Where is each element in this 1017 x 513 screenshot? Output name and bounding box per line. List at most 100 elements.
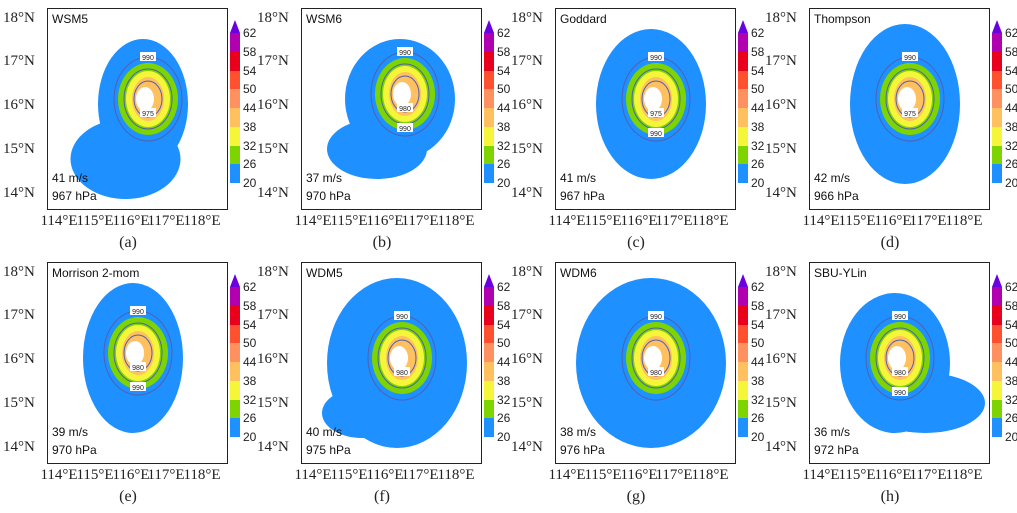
contour-label: 980 <box>132 365 144 372</box>
eye <box>390 346 408 370</box>
lon-tick-label: 115°E <box>330 467 368 483</box>
colorbar-segment <box>484 33 494 52</box>
panel-caption: (f) <box>374 488 390 505</box>
colorbar-segment <box>484 362 494 381</box>
contour-label-box <box>648 52 664 61</box>
max-wind-label: 42 m/s <box>814 171 851 185</box>
contour-label: 980 <box>399 106 411 113</box>
colorbar-segment <box>992 33 1002 52</box>
colorbar-label: 38 <box>751 119 765 134</box>
colorbar-segment <box>992 287 1002 306</box>
colorbar-segment <box>992 380 1002 400</box>
colorbar-extend-arrow <box>738 274 748 287</box>
colorbar-label: 38 <box>497 373 511 388</box>
lon-tick-label: 115°E <box>330 213 368 229</box>
scheme-label: WSM6 <box>306 12 342 26</box>
contour-label-box <box>130 382 146 391</box>
colorbar-label: 58 <box>1005 44 1017 59</box>
colorbar-segment <box>738 287 748 306</box>
map-frame: 990 980 990 WSM6 37 m/s 970 hPa <box>301 8 482 210</box>
contour-label: 975 <box>142 111 154 118</box>
colorbar-extend-arrow <box>738 20 748 33</box>
lon-tick-label: 114°E <box>294 213 332 229</box>
colorbar-label: 58 <box>243 298 257 313</box>
lon-tick-label: 114°E <box>548 467 586 483</box>
lat-tick-label: 16°N <box>257 351 289 367</box>
map-panel: 990 980 990 Morrison 2-mom 39 m/s 970 hPa 18°N… <box>0 254 257 510</box>
lon-tick-label: 116°E <box>366 213 404 229</box>
lat-tick-label: 15°N <box>765 395 797 411</box>
colorbar-segment <box>738 343 748 362</box>
contour-label-box <box>892 367 908 376</box>
lon-tick-label: 116°E <box>874 467 912 483</box>
lon-tick-label: 116°E <box>620 213 658 229</box>
scheme-label: WDM5 <box>306 266 343 280</box>
eye <box>644 346 662 370</box>
scheme-label: SBU-YLin <box>814 266 867 280</box>
colorbar-segment <box>484 287 494 306</box>
lon-tick-label: 116°E <box>112 467 150 483</box>
lon-tick-label: 117°E <box>909 467 947 483</box>
colorbar-label: 54 <box>751 317 765 332</box>
reflectivity-map: 990 980 <box>322 278 467 448</box>
contour-label: 990 <box>399 50 411 57</box>
lat-tick-label: 18°N <box>257 264 289 280</box>
colorbar-segment <box>484 380 494 400</box>
map-frame: 990 975 Thompson 42 m/s 966 hPa <box>809 8 990 210</box>
panel-caption: (b) <box>372 234 392 251</box>
max-wind-label: 39 m/s <box>52 425 89 439</box>
reflectivity-map: 990 975 990 <box>596 29 706 179</box>
colorbar-label: 26 <box>497 411 511 426</box>
colorbar-label: 54 <box>751 63 765 78</box>
lat-tick-label: 17°N <box>257 53 289 69</box>
lat-tick-label: 15°N <box>511 395 543 411</box>
colorbar-segment <box>484 343 494 362</box>
colorbar-label: 44 <box>751 101 765 115</box>
colorbar-label: 58 <box>497 44 511 59</box>
contour-label-box <box>397 47 413 56</box>
lat-tick-label: 16°N <box>765 351 797 367</box>
lon-tick-label: 118°E <box>183 213 221 229</box>
colorbar-segment <box>738 70 748 90</box>
lon-tick-label: 116°E <box>366 467 404 483</box>
colorbar-label: 38 <box>1005 119 1017 134</box>
scheme-label: Thompson <box>814 12 871 26</box>
contour-label: 990 <box>132 309 144 316</box>
lon-tick-label: 114°E <box>802 467 840 483</box>
lon-tick-label: 116°E <box>112 213 150 229</box>
min-pressure-label: 976 hPa <box>560 443 605 457</box>
lat-tick-label: 14°N <box>765 439 797 455</box>
lat-tick-label: 14°N <box>257 439 289 455</box>
rainband-area <box>327 119 427 179</box>
lon-tick-label: 118°E <box>945 467 983 483</box>
colorbar-extend-arrow <box>484 274 494 287</box>
map-panel: 990 975 WSM5 41 m/s 967 hPa 18°N 17°N 16°N 15°N 1… <box>0 0 256 256</box>
min-pressure-label: 970 hPa <box>306 189 351 203</box>
reflectivity-map: 990 980 990 <box>840 293 985 433</box>
max-wind-label: 38 m/s <box>560 425 597 439</box>
lat-tick-label: 14°N <box>3 439 35 455</box>
lat-tick-label: 15°N <box>257 141 289 157</box>
contour-label: 980 <box>396 370 408 377</box>
colorbar-label: 44 <box>497 355 511 369</box>
map-panel: 990 980 WDM6 38 m/s 976 hPa 18°N 17°N 16°N 15°N 1… <box>508 254 765 510</box>
colorbar-label: 62 <box>1005 280 1017 294</box>
colorbar-label: 54 <box>1005 317 1017 332</box>
lat-tick-label: 15°N <box>765 141 797 157</box>
map-panel: 990 980 990 WSM6 37 m/s 970 hPa 18°N 17°N 16°N 15… <box>254 0 511 256</box>
scheme-label: WDM6 <box>560 266 597 280</box>
lon-tick-label: 118°E <box>437 213 475 229</box>
lat-tick-label: 18°N <box>3 10 35 26</box>
colorbar-label: 20 <box>1005 176 1017 190</box>
lon-tick-label: 118°E <box>691 213 729 229</box>
lat-tick-label: 15°N <box>3 395 35 411</box>
contour-label: 980 <box>894 370 906 377</box>
colorbar-segment <box>484 164 494 183</box>
panel-caption: (g) <box>626 488 646 505</box>
lat-tick-label: 15°N <box>257 395 289 411</box>
colorbar-segment <box>230 70 240 90</box>
colorbar-label: 44 <box>1005 355 1017 369</box>
colorbar-label: 20 <box>751 176 765 190</box>
colorbar-segment <box>992 70 1002 90</box>
contour-label: 990 <box>396 314 408 321</box>
